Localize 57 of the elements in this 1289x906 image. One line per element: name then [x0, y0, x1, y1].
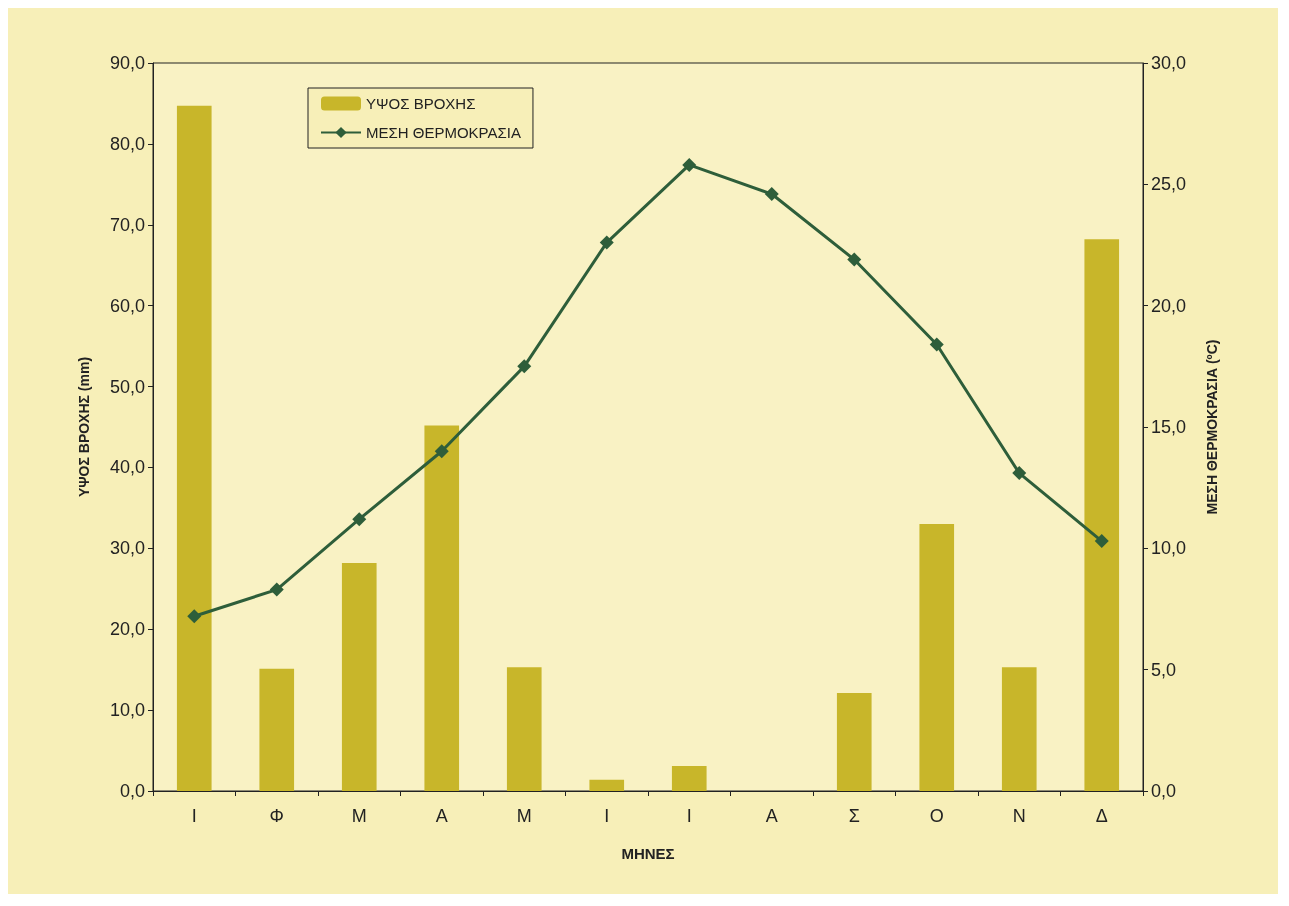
x-tick-label: Ι — [191, 806, 197, 826]
y-tick-label: 30,0 — [109, 538, 145, 559]
x-tick-label: Α — [765, 806, 778, 826]
bar — [341, 562, 377, 791]
y-tick-label: 50,0 — [109, 376, 145, 397]
bar — [424, 425, 460, 791]
point — [352, 512, 367, 527]
x-tick-label: Ι — [686, 806, 692, 826]
y2-tick-label: 5,0 — [1151, 659, 1177, 680]
bar — [1001, 667, 1037, 791]
point — [434, 444, 449, 459]
legend-label: ΥΨΟΣ ΒΡΟΧΗΣ — [366, 95, 476, 112]
y-axis-title: ΥΨΟΣ ΒΡΟΧΗΣ (mm) — [76, 356, 92, 498]
x-tick-label: Ν — [1012, 806, 1026, 826]
bar — [1084, 239, 1120, 791]
y2-tick-label: 25,0 — [1151, 174, 1187, 195]
point — [1012, 466, 1027, 481]
legend-label: ΜΕΣΗ ΘΕΡΜΟΚΡΑΣΙΑ — [366, 124, 521, 141]
bar — [671, 765, 707, 791]
point — [682, 157, 697, 172]
bar — [506, 667, 542, 791]
y2-tick-label: 15,0 — [1151, 417, 1187, 437]
x-tick-label: Δ — [1095, 806, 1108, 826]
point — [517, 359, 532, 374]
y-tick-label: 10,0 — [109, 700, 145, 721]
x-tick-label: Ι — [604, 806, 610, 826]
x-tick-label: Μ — [351, 806, 367, 826]
y2-tick-label: 10,0 — [1151, 538, 1187, 559]
bar — [176, 105, 212, 791]
y2-tick-label: 30,0 — [1151, 53, 1187, 73]
y-tick-label: 40,0 — [109, 457, 145, 478]
point — [847, 252, 862, 267]
point — [187, 609, 202, 624]
point — [1094, 534, 1109, 549]
y2-axis-title: ΜΕΣΗ ΘΕΡΜΟΚΡΑΣΙΑ (ºC) — [1204, 339, 1220, 515]
y2-tick-label: 0,0 — [1151, 781, 1177, 801]
point — [764, 187, 779, 202]
point — [929, 337, 944, 352]
y-tick-label: 60,0 — [109, 295, 145, 316]
y-tick-label: 70,0 — [109, 214, 145, 235]
bar — [836, 693, 872, 791]
y-tick-label: 0,0 — [119, 781, 145, 801]
y2-tick-label: 20,0 — [1151, 295, 1187, 316]
y-tick-label: 80,0 — [109, 133, 145, 154]
y-tick-label: 20,0 — [109, 619, 145, 640]
x-tick-label: Σ — [848, 806, 860, 826]
x-tick-label: Φ — [269, 806, 284, 826]
x-tick-label: Α — [435, 806, 448, 826]
point — [269, 582, 284, 597]
bar — [589, 779, 625, 791]
point — [599, 235, 614, 250]
bar — [259, 668, 295, 791]
y-tick-label: 90,0 — [109, 53, 145, 73]
x-tick-label: Ο — [929, 806, 944, 826]
x-axis-title: ΜΗΝΕΣ — [621, 845, 675, 862]
bar — [919, 524, 955, 791]
x-tick-label: Μ — [516, 806, 532, 826]
